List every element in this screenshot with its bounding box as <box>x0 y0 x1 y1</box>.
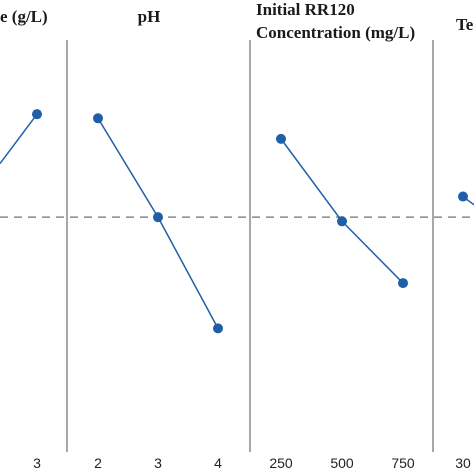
series-line-segment <box>280 138 343 222</box>
data-point <box>458 191 468 202</box>
data-point <box>32 109 42 120</box>
x-tick-label: 4 <box>214 455 222 471</box>
data-point <box>398 278 408 289</box>
data-point <box>153 212 163 223</box>
x-tick-label: 250 <box>269 455 293 471</box>
panel-title: pH <box>138 7 161 26</box>
series-line-segment <box>0 113 38 165</box>
data-point <box>213 323 223 334</box>
panel-title: Initial RR120 <box>256 0 355 19</box>
x-tick-label: 3 <box>33 455 41 471</box>
panel-title: e (g/L) <box>0 7 48 26</box>
data-point <box>337 216 347 227</box>
data-point <box>93 113 103 124</box>
x-tick-label: 3 <box>154 455 162 471</box>
series-line-segment <box>157 216 219 329</box>
x-tick-label: 500 <box>330 455 354 471</box>
x-tick-label: 750 <box>391 455 415 471</box>
series-line-segment <box>341 220 404 284</box>
panel-title: Te <box>456 15 474 34</box>
series-line-segment <box>97 117 159 218</box>
series-layer <box>0 109 474 334</box>
x-tick-label: 30 <box>455 455 471 471</box>
x-tick-label: 2 <box>94 455 102 471</box>
data-point <box>276 133 286 144</box>
panel-title: Concentration (mg/L) <box>256 23 415 42</box>
